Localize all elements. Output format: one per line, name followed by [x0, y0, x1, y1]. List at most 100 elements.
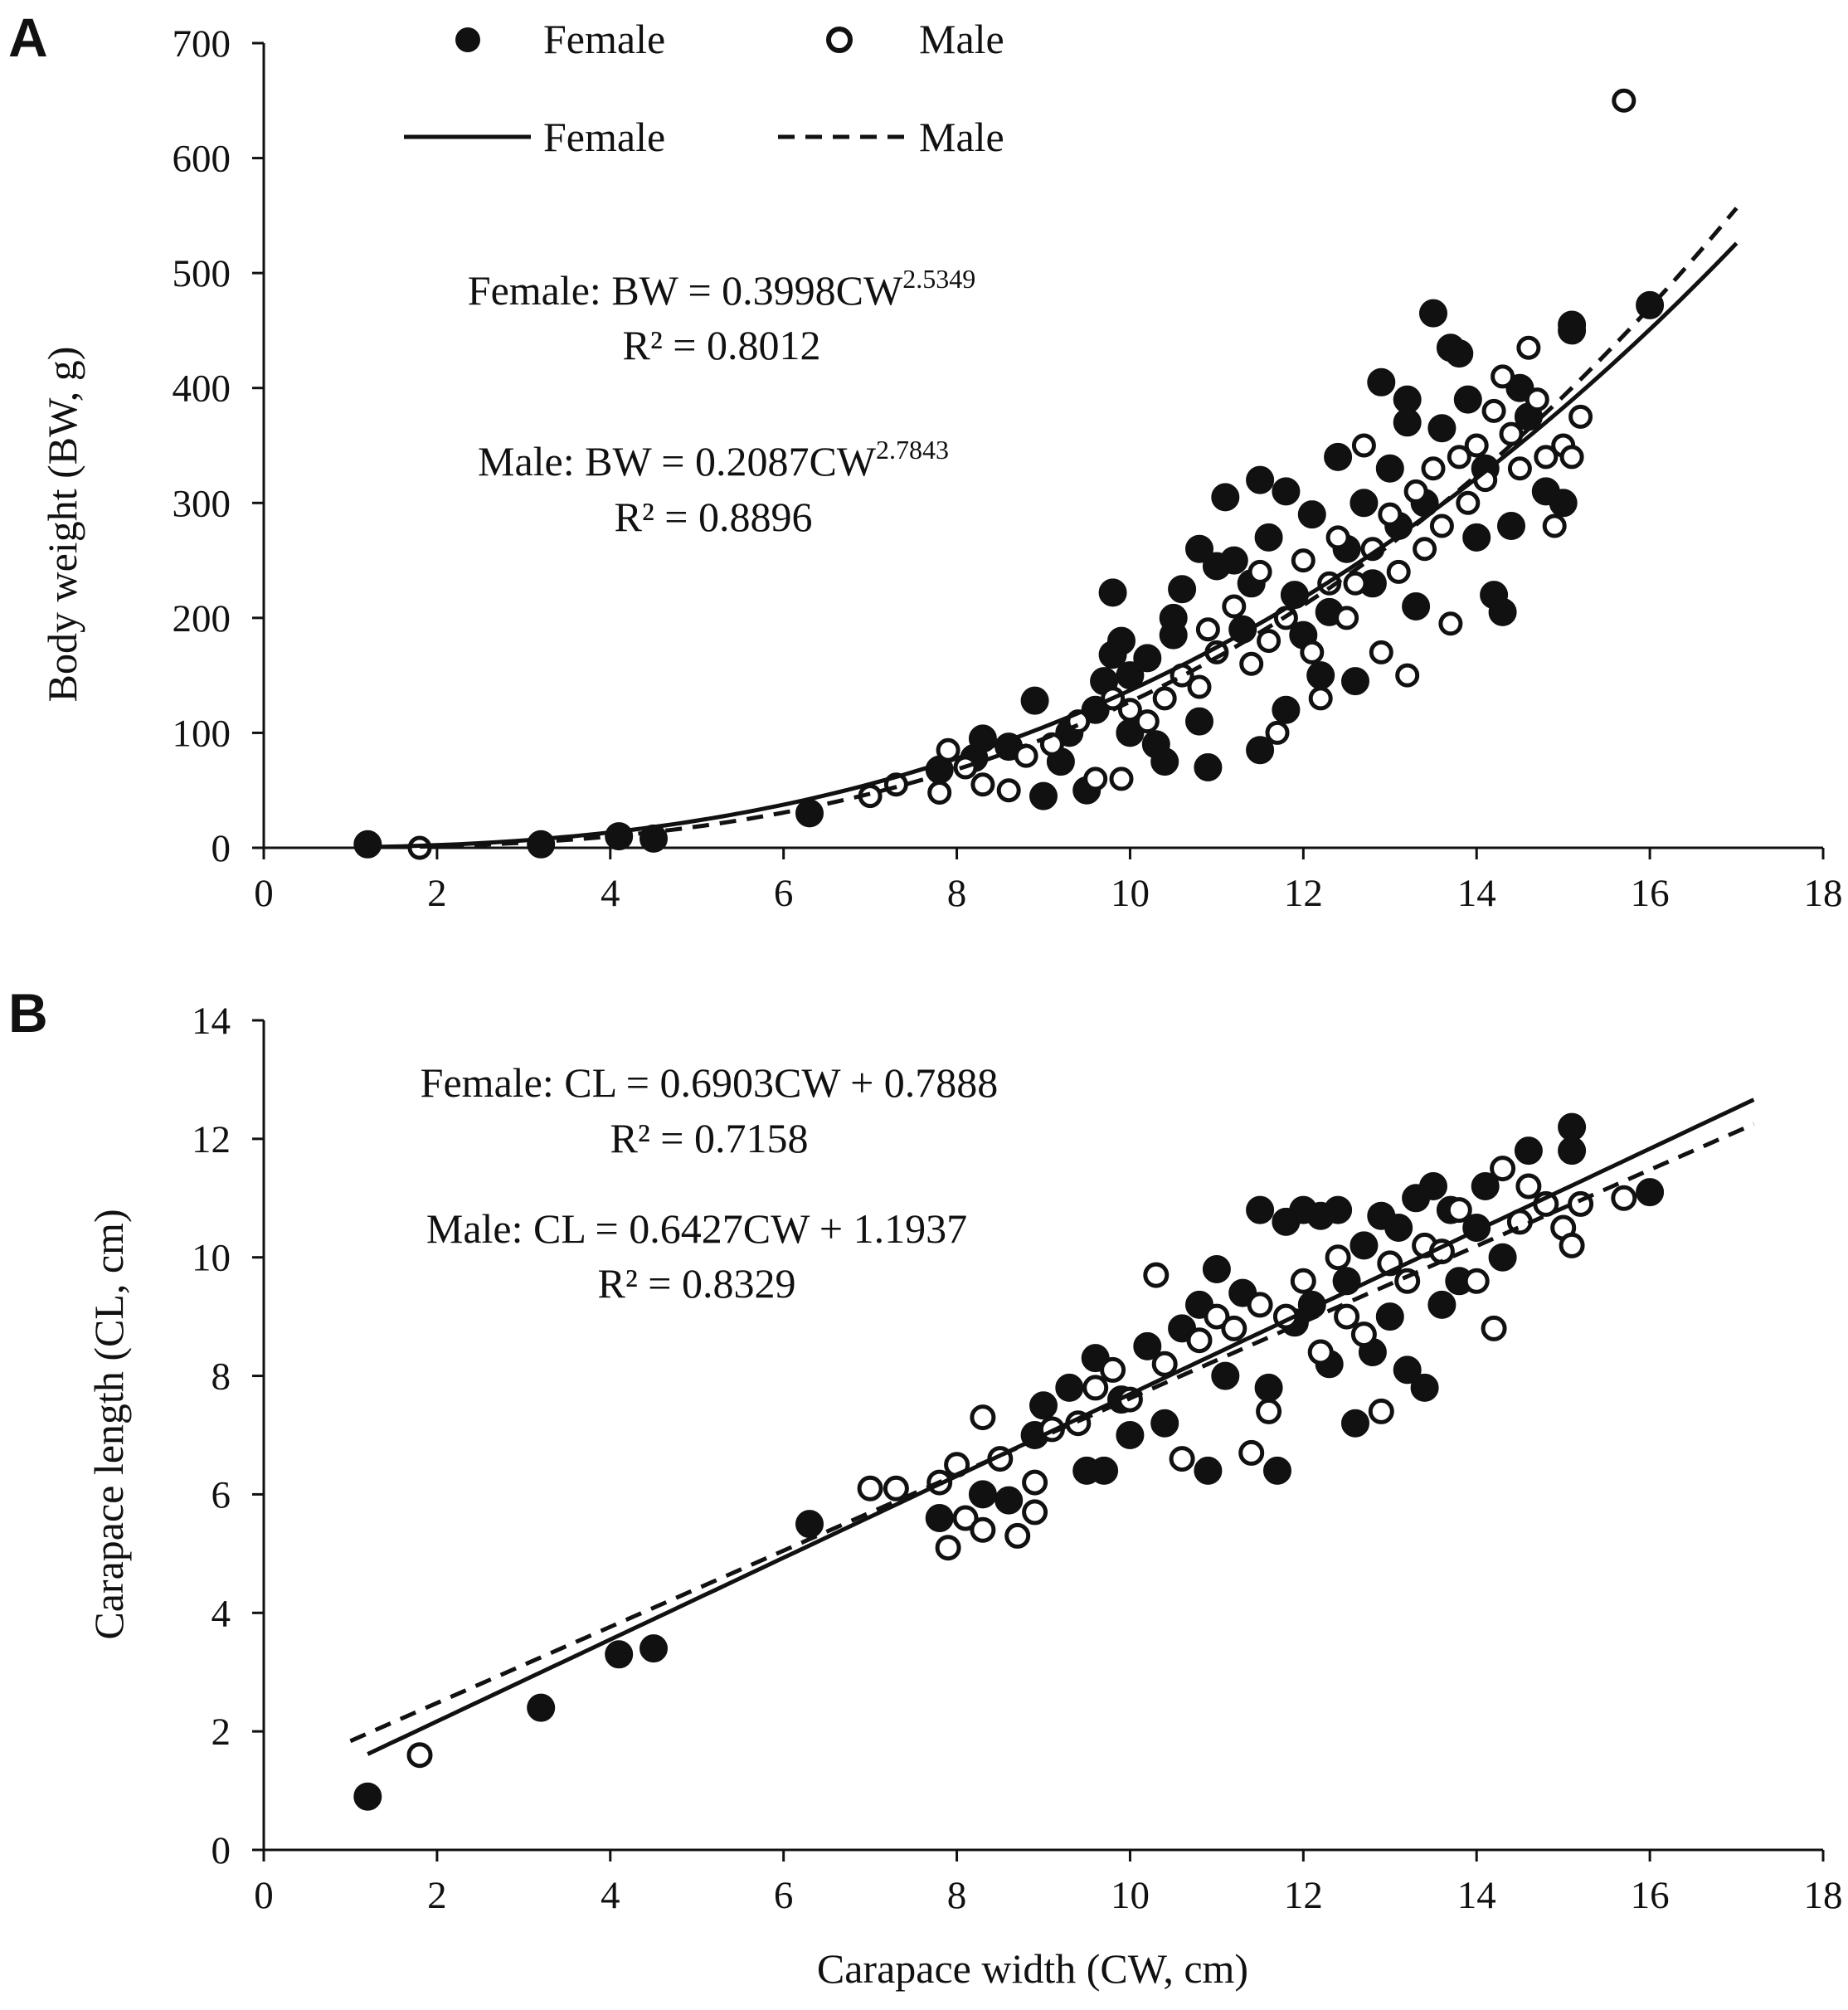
panel-a-male-point	[1369, 640, 1393, 664]
panel-b-x-tick-label: 8	[947, 1874, 967, 1917]
panel-b-female-point	[1488, 1243, 1517, 1272]
male-equation-exponent: 2.7843	[876, 435, 949, 465]
panel-b-male-point	[1559, 1232, 1585, 1258]
panel-b-label: B	[8, 982, 48, 1044]
panel-b-male-point	[1334, 1303, 1360, 1330]
panel-a-male-point	[1534, 445, 1559, 470]
panel-a-male-point	[1403, 479, 1428, 504]
panel-b-male-point	[1022, 1469, 1048, 1496]
panel-a-female-point	[1194, 753, 1223, 781]
panel-a-female-point	[1488, 597, 1517, 626]
panel-a-female-point	[1453, 385, 1482, 414]
panel-a-male-point	[1083, 767, 1108, 791]
panel-b-male-point	[1307, 1339, 1334, 1365]
panel-b-female-point	[1393, 1355, 1422, 1385]
panel-a-female-point	[1020, 686, 1049, 715]
panel-b-female-point	[1090, 1456, 1119, 1485]
panel-b-y-tick-label: 4	[212, 1592, 231, 1635]
panel-b-y-tick-label: 2	[212, 1711, 231, 1754]
panel-b-male-point	[1151, 1351, 1178, 1377]
panel-a-male-point	[1507, 456, 1532, 481]
panel-a-female-point	[1445, 339, 1474, 368]
panel-b-male-point	[935, 1535, 961, 1561]
panel-b-male-point	[1082, 1375, 1109, 1401]
panel-a-female-point	[1150, 747, 1179, 776]
panel-a-female-point	[1185, 707, 1213, 736]
panel-a-female-point	[1419, 299, 1447, 328]
panel-a-female-point	[1367, 367, 1396, 397]
panel-a-female-point	[1246, 465, 1275, 494]
panel-a-x-tick-label: 8	[947, 872, 967, 915]
panel-a-male-point	[1464, 433, 1489, 458]
panel-b-female-point	[353, 1782, 382, 1811]
panel-a-male-point	[1499, 421, 1524, 446]
panel-b-male-point	[1247, 1292, 1273, 1318]
panel-a-tick-labels: 0 2 4 6 8 10 12 14 16 18 0 100 200 300 400 500 600 700	[173, 22, 1843, 915]
panel-a-y-tick-label: 700	[173, 22, 231, 66]
panel-a-male-point	[1456, 490, 1481, 515]
panel-a-male-point	[1429, 513, 1454, 538]
female-equation-main: Female: BW = 0.3998CW	[468, 267, 903, 314]
panel-b-female-point	[640, 1634, 668, 1663]
panel-b-female-equation: Female: CL = 0.6903CW + 0.7888	[421, 1059, 999, 1106]
panel-a-x-tick-label: 18	[1804, 872, 1843, 915]
panel-a-male-point	[1335, 606, 1359, 630]
panel-a-x-tick-label: 10	[1111, 872, 1150, 915]
panel-a-female-point	[1306, 661, 1335, 690]
panel-a-male-point	[1308, 686, 1333, 711]
panel-a: A 0 2 4 6 8 10 12 14 16 180100200300400500600700 …	[8, 7, 1843, 915]
panel-b-male-point	[1350, 1321, 1377, 1348]
panel-a-male-point	[1438, 611, 1463, 636]
panel-b-male-point	[1325, 1244, 1351, 1271]
panel-a-male-point	[1265, 720, 1290, 745]
panel-a-legend: Female Male Female Male	[404, 16, 1004, 160]
panel-a-female-point	[1558, 316, 1587, 345]
panel-a-male-point	[1516, 335, 1541, 360]
panel-a-male-point	[1135, 709, 1160, 734]
panel-a-male-point	[1343, 571, 1368, 596]
panel-b-fit-lines	[349, 1097, 1755, 1756]
panel-b-female-point	[1384, 1214, 1413, 1242]
panel-a-female-point	[1297, 500, 1326, 529]
panel-a-male-fit-line	[419, 207, 1739, 849]
panel-b-y-tick-label: 14	[192, 1000, 231, 1043]
panel-b-female-point	[1324, 1195, 1353, 1224]
panel-b-x-tick-label: 2	[427, 1874, 447, 1917]
panel-a-male-point	[1491, 364, 1515, 389]
panel-a-female-point	[1272, 695, 1301, 724]
panel-b-male-point	[1238, 1439, 1265, 1466]
panel-a-male-point	[970, 772, 995, 797]
panel-b-y-tick-label: 10	[192, 1237, 231, 1280]
panel-b-male-point	[1221, 1315, 1247, 1341]
panel-b: B 0 2 4 6 8 10 12 14 16 18 0 2 4 6 8 10 12 14 Carapace le…	[8, 982, 1843, 1992]
panel-b-y-tick-label: 12	[192, 1118, 231, 1161]
panel-a-female-point	[1497, 512, 1525, 540]
panel-a-male-point	[1559, 445, 1584, 470]
panel-a-female-point	[1375, 454, 1404, 483]
panel-b-male-point	[883, 1475, 909, 1501]
panel-a-female-point	[1133, 644, 1162, 673]
legend-female-marker-label: Female	[543, 16, 665, 62]
panel-b-male-point	[1204, 1303, 1230, 1330]
panel-a-female-r2: R² = 0.8012	[622, 322, 820, 368]
x-axis-title: Carapace width (CW, cm)	[817, 1945, 1248, 1992]
panel-b-male-point	[1515, 1173, 1542, 1200]
panel-a-female-point	[1254, 523, 1283, 552]
panel-a-male-point	[1386, 559, 1411, 584]
panel-a-female-point	[1272, 477, 1301, 506]
panel-b-female-point	[1410, 1373, 1439, 1402]
panel-b-male-point	[1169, 1446, 1195, 1472]
panel-a-male-point	[1481, 398, 1506, 423]
panel-b-y-tick-label: 0	[212, 1829, 231, 1872]
panel-b-male-point	[1186, 1327, 1213, 1354]
panel-b-male-point	[1290, 1268, 1316, 1294]
panel-b-male-point	[1022, 1499, 1048, 1526]
panel-a-male-point	[1109, 767, 1134, 791]
panel-b-female-r2: R² = 0.7158	[610, 1115, 808, 1161]
panel-a-x-tick-label: 0	[254, 872, 274, 915]
panel-a-male-point	[1187, 674, 1212, 699]
panel-b-female-point	[1029, 1391, 1058, 1420]
legend-male-line-label: Male	[919, 114, 1004, 160]
panel-a-male-point	[927, 781, 952, 805]
panel-b-y-tick-label: 6	[212, 1473, 231, 1516]
